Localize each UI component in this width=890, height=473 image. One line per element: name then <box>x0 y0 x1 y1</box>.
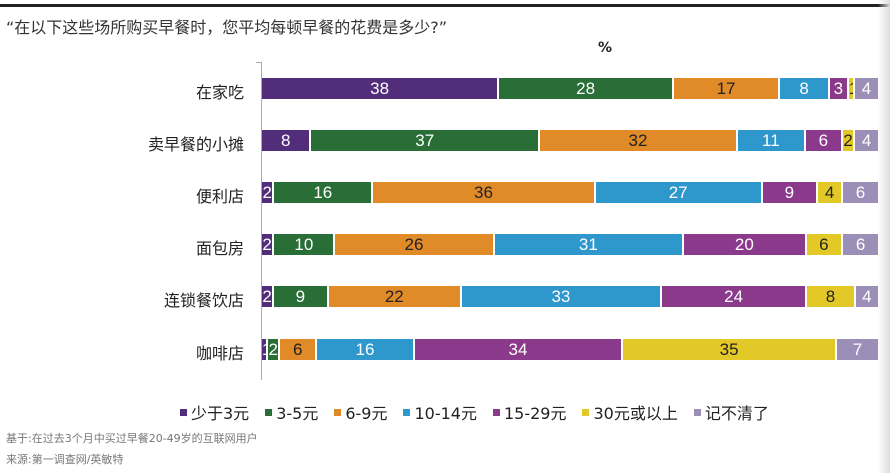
unit-label: % <box>598 40 613 56</box>
category-label: 面包房 <box>195 239 244 258</box>
bar-segment: 6 <box>842 182 880 203</box>
legend-item: 30元或以上 <box>582 400 678 424</box>
legend-swatch <box>403 408 411 416</box>
bar-segment: 4 <box>818 182 843 203</box>
chart-title: “在以下这些场所购买早餐时，您平均每顿早餐的花费是多少?” <box>6 18 448 37</box>
legend-swatch <box>492 408 500 416</box>
legend-item: 10-14元 <box>403 400 477 424</box>
bar-segment: 8 <box>262 130 312 151</box>
bar-segment: 4 <box>855 78 880 99</box>
legend-label: 15-29元 <box>503 404 567 423</box>
bar-segment: 7 <box>837 339 880 360</box>
bar-segment: 22 <box>328 286 462 307</box>
y-axis-line <box>261 62 262 380</box>
category-label: 在家吃 <box>195 83 244 102</box>
bar-segment: 6 <box>806 234 844 255</box>
bar-segment: 4 <box>855 130 880 151</box>
bar-segment: 3 <box>830 78 849 99</box>
legend-swatch <box>265 408 273 416</box>
base-note: 基于:在过去3个月中买过早餐20-49岁的互联网用户 <box>6 432 258 445</box>
bar-segment: 2 <box>262 182 275 203</box>
top-rule <box>0 4 890 7</box>
legend: 少于3元 3-5元 6-9元 10-14元 15-29元 30元或以上 记不清了 <box>180 400 769 424</box>
bar-segment: 10 <box>274 234 336 255</box>
bar-segment: 9 <box>762 182 819 203</box>
bar-segment: 2 <box>268 339 281 360</box>
bar-segment: 16 <box>317 339 415 360</box>
category-label: 卖早餐的小摊 <box>147 135 244 154</box>
bar-segment: 37 <box>311 130 541 151</box>
bar-segment: 1 <box>848 78 856 99</box>
bar-segment: 33 <box>461 286 662 307</box>
bar-segment: 38 <box>262 78 500 99</box>
bar-segment: 27 <box>595 182 763 203</box>
legend-swatch <box>693 408 701 416</box>
bar-segment: 20 <box>684 234 807 255</box>
legend-item: 15-29元 <box>492 400 567 424</box>
legend-item: 少于3元 <box>180 400 249 424</box>
bar-segment: 6 <box>280 339 318 360</box>
bar-segment: 6 <box>843 234 880 255</box>
legend-label: 30元或以上 <box>593 404 678 423</box>
bar-segment: 2 <box>262 286 275 307</box>
bar-segment: 11 <box>737 130 806 151</box>
legend-swatch <box>334 408 342 416</box>
bar-segment: 6 <box>805 130 843 151</box>
legend-label: 6-9元 <box>345 404 388 423</box>
legend-label: 10-14元 <box>414 404 477 423</box>
category-label: 连锁餐饮店 <box>163 291 244 310</box>
bar-segment: 1 <box>262 339 269 360</box>
y-axis-tick <box>256 62 262 63</box>
bar-segment: 34 <box>414 339 623 360</box>
source-note: 来源:第一调查网/英敏特 <box>6 453 124 466</box>
bar-segment: 16 <box>274 182 374 203</box>
bar-segment: 2 <box>262 234 275 255</box>
legend-item: 记不清了 <box>693 400 769 424</box>
bar-segment: 32 <box>540 130 738 151</box>
bar-segment: 2 <box>842 130 856 151</box>
bar-segment: 4 <box>855 286 880 307</box>
bar-segment: 17 <box>674 78 781 99</box>
legend-swatch <box>180 408 187 416</box>
bar-segment: 26 <box>335 234 495 255</box>
bar-segment: 8 <box>807 286 856 307</box>
category-label: 便利店 <box>195 187 244 206</box>
bar-segment: 24 <box>661 286 808 307</box>
bar-segment: 35 <box>623 339 838 360</box>
legend-item: 3-5元 <box>265 400 318 424</box>
bar-segment: 28 <box>499 78 674 99</box>
legend-item: 6-9元 <box>334 400 387 424</box>
edge-shadow <box>878 0 890 473</box>
legend-label: 记不清了 <box>704 404 769 423</box>
bar-segment: 9 <box>274 286 329 307</box>
legend-label: 3-5元 <box>276 404 319 423</box>
bar-segment: 8 <box>780 78 831 99</box>
category-label: 咖啡店 <box>195 344 244 363</box>
legend-label: 少于3元 <box>191 404 250 423</box>
legend-swatch <box>582 408 590 416</box>
bar-segment: 36 <box>373 182 596 203</box>
bar-segment: 31 <box>494 234 685 255</box>
